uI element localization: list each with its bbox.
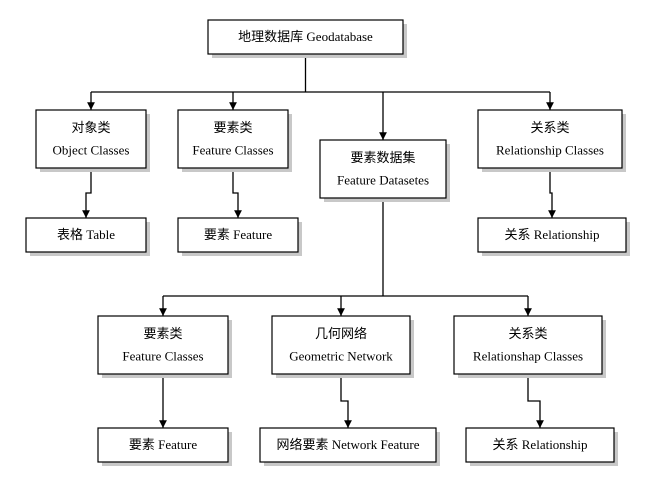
edge bbox=[86, 168, 91, 218]
node-label: 关系 Relationship bbox=[493, 437, 588, 452]
node-label-en: Geometric Network bbox=[289, 349, 393, 364]
node-label-en: Relationshap Classes bbox=[473, 349, 583, 364]
node-label-cn: 几何网络 bbox=[315, 326, 367, 341]
node-rel1: 关系 Relationship bbox=[478, 218, 630, 256]
node-rel_cls2: 关系类 Relationshap Classes bbox=[454, 316, 606, 378]
node-label-en: Feature Classes bbox=[122, 349, 203, 364]
node-label-en: Feature Datasetes bbox=[337, 173, 429, 188]
node-label: 表格 Table bbox=[57, 227, 115, 242]
node-table: 表格 Table bbox=[26, 218, 150, 256]
node-label-en: Relationship Classes bbox=[496, 143, 604, 158]
node-label: 地理数据库 Geodatabase bbox=[238, 29, 373, 44]
node-label-en: Feature Classes bbox=[192, 143, 273, 158]
node-rel_cls1: 关系类 Relationship Classes bbox=[478, 110, 626, 172]
node-feature1: 要素 Feature bbox=[178, 218, 302, 256]
node-label-cn: 关系类 bbox=[530, 120, 569, 135]
node-obj_cls: 对象类 Object Classes bbox=[36, 110, 150, 172]
node-label-en: Object Classes bbox=[53, 143, 130, 158]
edge bbox=[550, 168, 552, 218]
node-label-cn: 要素类 bbox=[213, 120, 252, 135]
edge bbox=[233, 168, 238, 218]
node-label: 要素 Feature bbox=[129, 437, 197, 452]
node-label: 关系 Relationship bbox=[505, 227, 600, 242]
edge bbox=[341, 374, 348, 428]
node-rel2: 关系 Relationship bbox=[466, 428, 618, 466]
node-label-cn: 关系类 bbox=[508, 326, 547, 341]
node-label-cn: 要素类 bbox=[143, 326, 182, 341]
nodes-layer: 地理数据库 Geodatabase 对象类 Object Classes 要素类 Fea… bbox=[26, 20, 630, 466]
node-geo_net: 几何网络 Geometric Network bbox=[272, 316, 414, 378]
hierarchy-diagram: 地理数据库 Geodatabase 对象类 Object Classes 要素类 Fea… bbox=[0, 0, 651, 500]
node-root: 地理数据库 Geodatabase bbox=[208, 20, 407, 58]
node-feature2: 要素 Feature bbox=[98, 428, 232, 466]
node-feat_cls2: 要素类 Feature Classes bbox=[98, 316, 232, 378]
node-label-cn: 要素数据集 bbox=[350, 150, 415, 165]
node-label-cn: 对象类 bbox=[71, 120, 110, 135]
node-net_feat: 网络要素 Network Feature bbox=[260, 428, 440, 466]
node-label: 要素 Feature bbox=[204, 227, 272, 242]
node-feat_ds: 要素数据集 Feature Datasetes bbox=[320, 140, 450, 202]
node-label: 网络要素 Network Feature bbox=[277, 437, 420, 452]
node-feat_cls1: 要素类 Feature Classes bbox=[178, 110, 292, 172]
edge bbox=[528, 374, 540, 428]
